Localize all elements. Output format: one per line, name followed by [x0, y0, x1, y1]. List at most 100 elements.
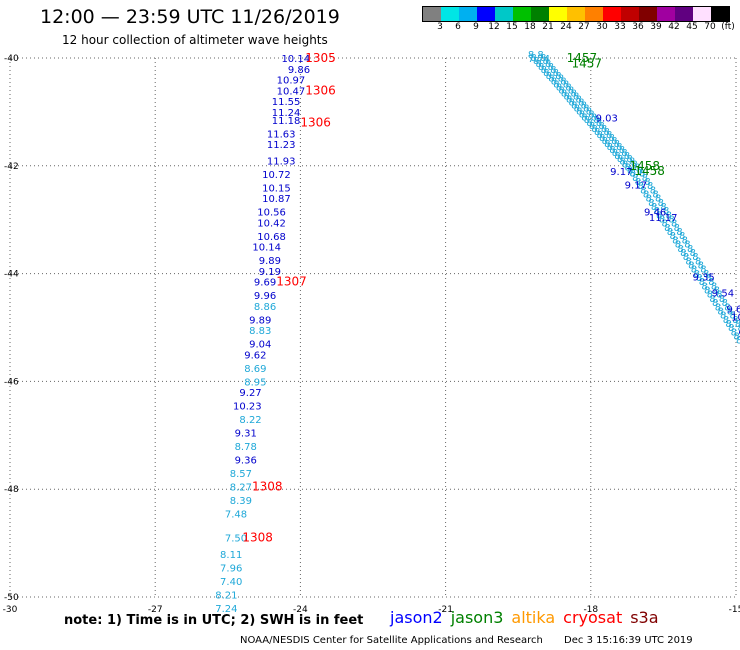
track-band-glyph: 8.8 [599, 133, 615, 144]
colorbar-swatch [549, 7, 567, 21]
track-band-glyph: 8.8 [664, 223, 680, 234]
track-band-glyph: 8.8 [609, 145, 625, 156]
time-label: 1307 [276, 275, 307, 289]
wave-height-label: 8.86 [254, 302, 276, 313]
track-band-glyph: 8.8 [617, 154, 633, 165]
wave-height-label: 9.17 [610, 167, 632, 178]
track-band-glyph: 8.8 [596, 130, 612, 141]
wave-height-label: 7.40 [220, 577, 242, 588]
satellite-legend-s3a: s3a [630, 608, 659, 627]
wave-height-label: 8.27 [230, 483, 252, 494]
track-band-glyph: 8.8 [630, 169, 646, 180]
track-band-glyph: 8.8 [528, 50, 544, 61]
time-label: 1457 [571, 56, 602, 70]
track-band-glyph: 8.8 [640, 185, 656, 196]
footer: NOAA/NESDIS Center for Satellite Applica… [240, 635, 711, 646]
colorbar-swatch [567, 7, 585, 21]
track-band: 8.88.88.88.88.88.88.88.88.88.88.88.88.88… [528, 50, 740, 347]
track-band-glyph: 8.8 [661, 219, 677, 230]
track-band-glyph: 8.8 [728, 323, 740, 334]
time-label: 1457 [567, 51, 598, 65]
track-band-glyph: 8.8 [558, 86, 574, 97]
track-band-glyph: 8.8 [667, 227, 683, 238]
track-band-glyph: 8.8 [584, 115, 600, 126]
wave-height-label: 9.17 [625, 181, 647, 192]
track-band-glyph: 8.8 [530, 53, 546, 64]
wave-height-label: 9.61 [726, 305, 740, 316]
colorbar-swatch [639, 7, 657, 21]
colorbar-tick-labels: 3 6 9 12 15 18 21 24 27 30 33 36 39 42 45 70 (ft) [422, 22, 740, 36]
track-band-glyph: 8.8 [548, 74, 564, 85]
track-band-glyph: 8.8 [717, 306, 733, 317]
wave-height-label: 9.69 [254, 278, 276, 289]
colorbar-tick-label: 39 [650, 22, 662, 32]
track-band-glyph: 8.8 [624, 163, 640, 174]
track-band-glyph: 8.8 [579, 109, 595, 120]
track-band-glyph: 8.8 [688, 260, 704, 271]
track-band-glyph: 8.8 [581, 112, 597, 123]
colorbar-tick-label: 42 [668, 22, 680, 32]
wave-height-label: 11.63 [267, 129, 296, 140]
wave-height-label: 10.15 [262, 183, 291, 194]
satellite-legend-jason3: jason3 [450, 608, 504, 627]
wave-height-label: 8.21 [215, 590, 237, 601]
wave-height-label: 9.86 [288, 65, 310, 76]
x-tick-label: -21 [438, 605, 453, 615]
wave-height-label: 9.31 [235, 429, 257, 440]
track-band-glyph: 8.8 [543, 68, 559, 79]
axis-tick-labels: -30 -27 -24 -21 -18 -15 -40 -42 -44 -46 -48 -50 [3, 54, 740, 615]
satellite-legend-altika: altika [511, 608, 556, 627]
track-band-glyph: 8.8 [551, 77, 567, 88]
colorbar-tick-label: 70 [704, 22, 716, 32]
track-band-glyph: 8.8 [612, 148, 628, 159]
wave-height-label: 11.55 [272, 97, 301, 108]
wave-height-label: 10.56 [257, 208, 286, 219]
wave-height-label: 11.24 [272, 108, 301, 119]
wave-height-label: 9.4 [738, 329, 740, 340]
wave-height-label: 9.89 [249, 315, 271, 326]
x-tick-label: -27 [148, 605, 163, 615]
wave-height-label: 8.39 [230, 496, 252, 507]
track-band-glyph: 8.8 [653, 206, 669, 217]
wave-height-label: 9.35 [692, 272, 714, 283]
track-band-glyph: 8.8 [651, 202, 667, 213]
track-band-glyph: 8.8 [538, 62, 554, 73]
track-band-glyph: 8.8 [638, 181, 654, 192]
wave-height-label: 8.95 [244, 377, 266, 388]
wave-height-label: 9.46 [644, 208, 666, 219]
wave-height-label: 8.69 [244, 364, 266, 375]
y-tick-label: -42 [4, 162, 19, 172]
colorbar-tick-label: 3 [437, 22, 443, 32]
track-band-glyph: 8.8 [607, 142, 623, 153]
colorbar-tick-label: 27 [578, 22, 590, 32]
track-band-glyph: 8.8 [672, 235, 688, 246]
colorbar-swatch [459, 7, 477, 21]
track-band-glyph: 8.8 [731, 327, 740, 338]
colorbar-swatch [441, 7, 459, 21]
x-tick-label: -24 [293, 605, 308, 615]
x-tick-label: -18 [583, 605, 598, 615]
colorbar-tick-label: 21 [542, 22, 554, 32]
wave-height-label: 10.97 [277, 76, 306, 87]
track-band-glyph: 8.8 [561, 89, 577, 100]
track-band-glyph: 8.8 [677, 244, 693, 255]
time-label: 1458 [634, 164, 665, 178]
colorbar-swatch [657, 7, 675, 21]
wave-height-label: 8.11 [220, 550, 242, 561]
track-band-glyph: 8.8 [707, 290, 723, 301]
track-band-glyph: 8.8 [699, 277, 715, 288]
track-band-glyph: 8.8 [696, 273, 712, 284]
wave-height-label: 7.24 [215, 604, 237, 615]
track-band-glyph: 8.8 [589, 121, 605, 132]
wave-height-label: 10.87 [262, 194, 291, 205]
track-band-glyph: 8.8 [604, 139, 620, 150]
wave-height-label: 11.18 [272, 116, 301, 127]
wave-height-label: 8.22 [239, 415, 261, 426]
y-tick-label: -44 [4, 270, 19, 280]
colorbar-swatch [423, 7, 441, 21]
track-band-glyph: 8.8 [630, 169, 646, 180]
colorbar-swatch [495, 7, 513, 21]
wave-height-label: 9.96 [254, 291, 276, 302]
track-band-glyph: 8.8 [659, 215, 675, 226]
track-band-glyph: 8.8 [635, 177, 651, 188]
